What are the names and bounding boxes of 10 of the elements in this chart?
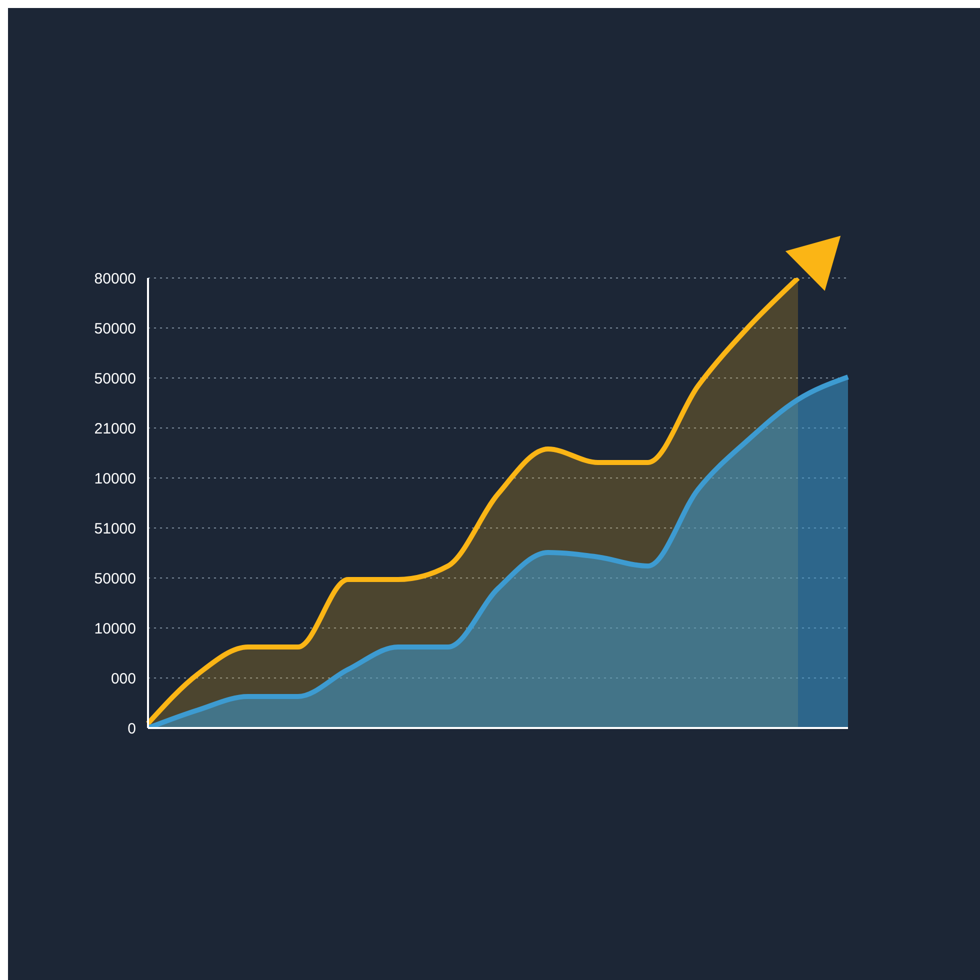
text: 10000 — [94, 620, 136, 638]
text: 50000 — [94, 370, 136, 388]
text: 51000 — [94, 520, 136, 538]
text: 21000 — [94, 420, 136, 438]
text: 000 — [110, 670, 136, 688]
text: 0 — [128, 720, 136, 738]
text: 80000 — [94, 270, 136, 288]
text: 50000 — [94, 320, 136, 338]
text: 10000 — [94, 470, 136, 488]
text: 50000 — [94, 570, 136, 588]
